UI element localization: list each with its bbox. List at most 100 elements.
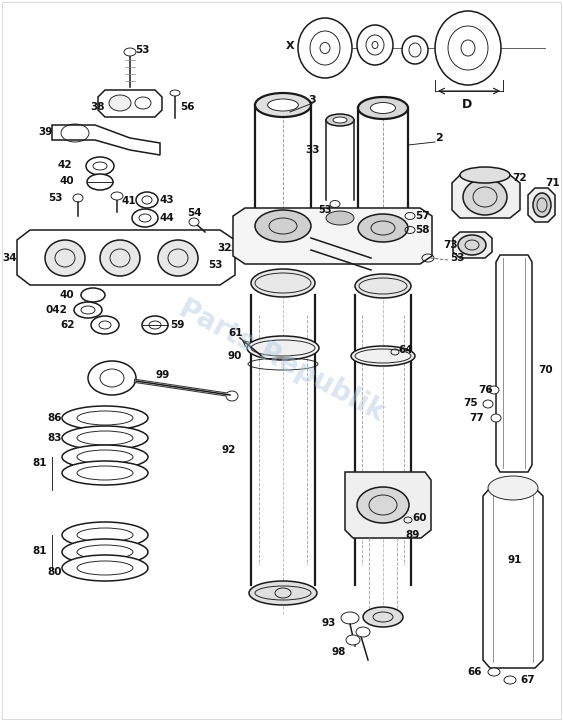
Ellipse shape [111,192,123,200]
Ellipse shape [491,414,501,422]
Text: 64: 64 [398,345,413,355]
Polygon shape [233,208,432,264]
Polygon shape [345,472,431,538]
Ellipse shape [62,461,148,485]
Ellipse shape [355,274,411,298]
Text: 2: 2 [435,133,443,143]
Ellipse shape [124,48,136,56]
Ellipse shape [488,668,500,676]
Ellipse shape [247,336,319,360]
Ellipse shape [533,193,551,217]
Text: 58: 58 [415,225,430,235]
Ellipse shape [402,36,428,64]
Polygon shape [98,90,162,117]
Ellipse shape [62,406,148,430]
Polygon shape [453,232,492,258]
Ellipse shape [488,476,538,500]
Text: 83: 83 [47,433,61,443]
Text: 53: 53 [450,253,464,263]
Text: 76: 76 [478,385,493,395]
Text: 93: 93 [322,618,336,628]
Ellipse shape [357,487,409,523]
Ellipse shape [100,240,140,276]
Ellipse shape [86,157,114,175]
Text: 53: 53 [135,45,150,55]
Text: 38: 38 [90,102,105,112]
Text: X: X [285,41,294,51]
Ellipse shape [87,174,113,190]
Ellipse shape [357,25,393,65]
Ellipse shape [189,218,199,226]
Text: 90: 90 [228,351,243,361]
Ellipse shape [483,400,493,408]
Ellipse shape [242,246,252,254]
Ellipse shape [88,361,136,395]
Ellipse shape [158,240,198,276]
Ellipse shape [341,612,359,624]
Ellipse shape [326,211,354,225]
Ellipse shape [62,539,148,565]
Ellipse shape [346,635,360,645]
Text: D: D [462,99,472,112]
Ellipse shape [73,194,83,202]
Polygon shape [52,125,160,155]
Ellipse shape [363,607,403,627]
Text: 61: 61 [228,328,243,338]
Ellipse shape [62,555,148,581]
Text: 98: 98 [332,647,346,657]
Polygon shape [452,175,520,218]
Ellipse shape [109,95,131,111]
Ellipse shape [62,445,148,469]
Ellipse shape [62,426,148,450]
Text: 80: 80 [47,567,61,577]
Ellipse shape [267,99,298,111]
Ellipse shape [226,391,238,401]
Text: 53: 53 [318,205,332,215]
Text: Parts Republik: Parts Republik [174,294,389,427]
Text: 54: 54 [187,208,202,218]
Ellipse shape [351,346,415,366]
Ellipse shape [458,235,486,255]
Text: 75: 75 [463,398,477,408]
Text: 39: 39 [38,127,52,137]
Text: 81: 81 [32,458,47,468]
Text: 71: 71 [545,178,560,188]
Text: 32: 32 [217,243,231,253]
Ellipse shape [370,102,395,113]
Text: 62: 62 [60,320,74,330]
Text: 92: 92 [222,445,236,455]
Text: 042: 042 [45,305,67,315]
Ellipse shape [460,167,510,183]
Text: 70: 70 [538,365,553,375]
Text: 89: 89 [405,530,419,540]
Ellipse shape [249,581,317,605]
Text: 34: 34 [2,253,17,263]
Text: 66: 66 [467,667,481,677]
Ellipse shape [142,316,168,334]
Ellipse shape [170,90,180,96]
Text: 53: 53 [208,260,222,270]
Text: 67: 67 [520,675,535,685]
Ellipse shape [358,97,408,119]
Polygon shape [17,230,235,285]
Text: 40: 40 [60,176,75,186]
Ellipse shape [62,522,148,548]
Ellipse shape [91,316,119,334]
Ellipse shape [463,179,507,215]
Text: 73: 73 [443,240,458,250]
Ellipse shape [251,269,315,297]
Text: 3: 3 [308,95,316,105]
Text: 72: 72 [512,173,526,183]
Polygon shape [496,255,532,472]
Ellipse shape [74,302,102,318]
Ellipse shape [356,627,370,637]
Text: 81: 81 [32,546,47,556]
Text: 91: 91 [507,555,521,565]
Polygon shape [528,188,555,222]
Ellipse shape [136,192,158,208]
Ellipse shape [255,210,311,242]
Ellipse shape [326,114,354,126]
Text: 57: 57 [415,211,430,221]
Ellipse shape [504,676,516,684]
Ellipse shape [298,18,352,78]
